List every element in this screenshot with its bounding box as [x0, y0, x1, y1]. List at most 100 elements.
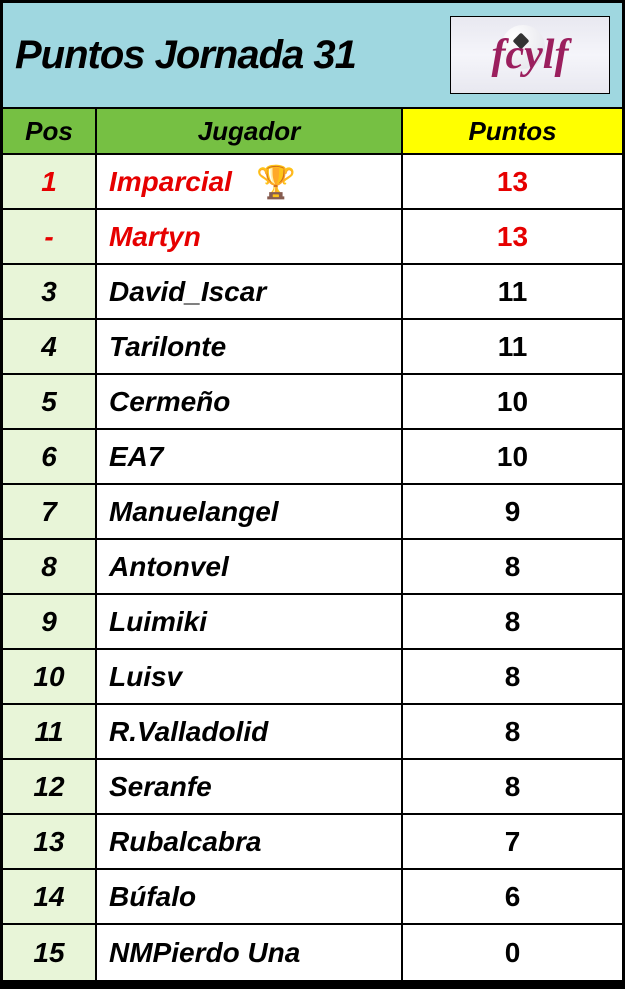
table-row: 4 Tarilonte 11 [3, 320, 622, 375]
player-content: Búfalo [109, 881, 196, 913]
points-cell: 8 [403, 540, 622, 593]
table-row: 7 Manuelangel 9 [3, 485, 622, 540]
player-cell: Búfalo [97, 870, 403, 923]
player-content: David_Iscar [109, 276, 266, 308]
player-content: Rubalcabra [109, 826, 262, 858]
logo: fcylf [450, 16, 610, 94]
position-cell: 9 [3, 595, 97, 648]
column-header-puntos: Puntos [403, 109, 622, 153]
table-row: 9 Luimiki 8 [3, 595, 622, 650]
player-name: Antonvel [109, 551, 229, 583]
player-name: R.Valladolid [109, 716, 268, 748]
table-row: -Martyn 13 [3, 210, 622, 265]
table-row: 10 Luisv 8 [3, 650, 622, 705]
table-row: 15 NMPierdo Una 0 [3, 925, 622, 980]
points-cell: 10 [403, 430, 622, 483]
player-cell: EA7 [97, 430, 403, 483]
position-cell: 6 [3, 430, 97, 483]
player-name: NMPierdo Una [109, 937, 300, 969]
player-content: Luisv [109, 661, 182, 693]
points-cell: 8 [403, 760, 622, 813]
player-cell: Imparcial 🏆 [97, 155, 403, 208]
player-content: Cermeño [109, 386, 230, 418]
player-content: NMPierdo Una [109, 937, 300, 969]
player-content: EA7 [109, 441, 163, 473]
player-cell: R.Valladolid [97, 705, 403, 758]
table-row: 1 Imparcial 🏆 13 [3, 155, 622, 210]
position-cell: 14 [3, 870, 97, 923]
player-name: Luimiki [109, 606, 207, 638]
player-cell: Seranfe [97, 760, 403, 813]
points-cell: 6 [403, 870, 622, 923]
table-row: 8 Antonvel 8 [3, 540, 622, 595]
points-cell: 11 [403, 320, 622, 373]
page-title: Puntos Jornada 31 [15, 33, 356, 78]
player-content: Seranfe [109, 771, 212, 803]
player-cell: Cermeño [97, 375, 403, 428]
points-cell: 8 [403, 705, 622, 758]
points-cell: 9 [403, 485, 622, 538]
standings-container: Puntos Jornada 31 fcylf Pos Jugador Punt… [0, 0, 625, 989]
table-row: 13 Rubalcabra 7 [3, 815, 622, 870]
table-row: 6 EA7 10 [3, 430, 622, 485]
position-cell: 15 [3, 925, 97, 980]
points-cell: 7 [403, 815, 622, 868]
header: Puntos Jornada 31 fcylf [3, 3, 622, 109]
trophy-icon: 🏆 [256, 163, 296, 201]
points-cell: 8 [403, 595, 622, 648]
table-row: 3 David_Iscar 11 [3, 265, 622, 320]
player-cell: Martyn [97, 210, 403, 263]
player-name: David_Iscar [109, 276, 266, 308]
player-name: Luisv [109, 661, 182, 693]
position-cell: 7 [3, 485, 97, 538]
player-content: Imparcial 🏆 [109, 163, 296, 201]
points-cell: 10 [403, 375, 622, 428]
player-cell: Luisv [97, 650, 403, 703]
player-content: R.Valladolid [109, 716, 268, 748]
points-cell: 0 [403, 925, 622, 980]
player-cell: Tarilonte [97, 320, 403, 373]
player-name: Imparcial [109, 166, 232, 198]
table-header-row: Pos Jugador Puntos [3, 109, 622, 155]
player-cell: Manuelangel [97, 485, 403, 538]
player-name: Manuelangel [109, 496, 279, 528]
position-cell: 5 [3, 375, 97, 428]
player-name: Seranfe [109, 771, 212, 803]
table-row: 5 Cermeño 10 [3, 375, 622, 430]
player-content: Manuelangel [109, 496, 279, 528]
table-row: 12 Seranfe 8 [3, 760, 622, 815]
position-cell: 12 [3, 760, 97, 813]
position-cell: 4 [3, 320, 97, 373]
points-cell: 8 [403, 650, 622, 703]
player-cell: David_Iscar [97, 265, 403, 318]
position-cell: 10 [3, 650, 97, 703]
player-cell: Luimiki [97, 595, 403, 648]
position-cell: - [3, 210, 97, 263]
player-cell: Antonvel [97, 540, 403, 593]
player-name: Búfalo [109, 881, 196, 913]
table-body: 1 Imparcial 🏆 13 -Martyn 13 3 David_Iscar 11 4 Tar… [3, 155, 622, 980]
position-cell: 8 [3, 540, 97, 593]
position-cell: 11 [3, 705, 97, 758]
player-name: Rubalcabra [109, 826, 262, 858]
position-cell: 1 [3, 155, 97, 208]
points-cell: 13 [403, 210, 622, 263]
player-content: Martyn [109, 221, 201, 253]
player-name: Martyn [109, 221, 201, 253]
player-content: Antonvel [109, 551, 229, 583]
points-cell: 13 [403, 155, 622, 208]
player-name: EA7 [109, 441, 163, 473]
position-cell: 13 [3, 815, 97, 868]
table-row: 14 Búfalo 6 [3, 870, 622, 925]
logo-text: fcylf [492, 31, 569, 79]
player-name: Tarilonte [109, 331, 226, 363]
table-row: 11 R.Valladolid 8 [3, 705, 622, 760]
player-content: Luimiki [109, 606, 207, 638]
column-header-pos: Pos [3, 109, 97, 153]
player-name: Cermeño [109, 386, 230, 418]
column-header-jugador: Jugador [97, 109, 403, 153]
player-cell: Rubalcabra [97, 815, 403, 868]
position-cell: 3 [3, 265, 97, 318]
player-content: Tarilonte [109, 331, 226, 363]
points-cell: 11 [403, 265, 622, 318]
